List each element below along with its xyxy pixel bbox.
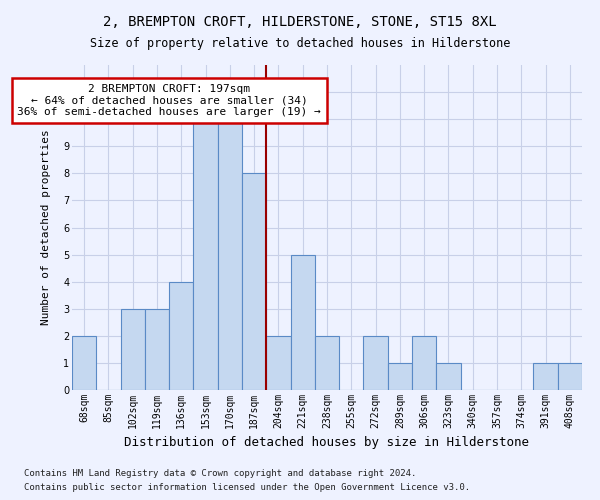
Text: Size of property relative to detached houses in Hilderstone: Size of property relative to detached ho… — [90, 38, 510, 51]
Bar — [388, 363, 412, 390]
X-axis label: Distribution of detached houses by size in Hilderstone: Distribution of detached houses by size … — [125, 436, 530, 450]
Text: Contains public sector information licensed under the Open Government Licence v3: Contains public sector information licen… — [24, 484, 470, 492]
Bar — [218, 119, 242, 390]
Bar — [364, 336, 388, 390]
Bar — [121, 308, 145, 390]
Y-axis label: Number of detached properties: Number of detached properties — [41, 130, 52, 326]
Bar — [315, 336, 339, 390]
Bar — [145, 308, 169, 390]
Bar — [169, 282, 193, 390]
Bar — [242, 174, 266, 390]
Bar — [266, 336, 290, 390]
Text: Contains HM Land Registry data © Crown copyright and database right 2024.: Contains HM Land Registry data © Crown c… — [24, 468, 416, 477]
Bar — [558, 363, 582, 390]
Bar — [533, 363, 558, 390]
Bar — [412, 336, 436, 390]
Bar — [436, 363, 461, 390]
Text: 2 BREMPTON CROFT: 197sqm
← 64% of detached houses are smaller (34)
36% of semi-d: 2 BREMPTON CROFT: 197sqm ← 64% of detach… — [17, 84, 321, 117]
Bar — [72, 336, 96, 390]
Text: 2, BREMPTON CROFT, HILDERSTONE, STONE, ST15 8XL: 2, BREMPTON CROFT, HILDERSTONE, STONE, S… — [103, 15, 497, 29]
Bar — [290, 254, 315, 390]
Bar — [193, 119, 218, 390]
